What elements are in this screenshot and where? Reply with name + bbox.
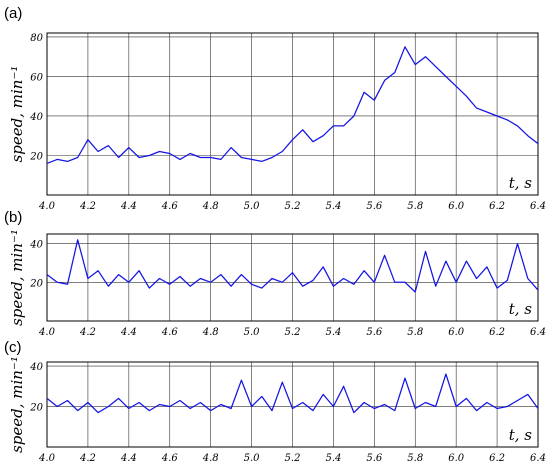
y-tick-label: 40 xyxy=(29,240,43,251)
x-tick-label: 5.6 xyxy=(366,327,383,338)
y-axis-label: speed, min⁻¹ xyxy=(8,66,26,163)
x-tick-label: 4.4 xyxy=(120,327,137,338)
plot-frame xyxy=(46,361,539,448)
x-tick-label: 5.2 xyxy=(285,453,301,464)
x-tick-label: 4.0 xyxy=(38,453,56,464)
x-tick-label: 4.4 xyxy=(120,201,137,212)
x-tick-label: 4.2 xyxy=(79,327,96,338)
x-tick-label: 4.6 xyxy=(161,201,179,212)
x-tick-label: 4.4 xyxy=(120,453,137,464)
speed-series-line xyxy=(46,373,539,414)
x-tick-label: 5.2 xyxy=(285,327,301,338)
x-tick-label: 6.4 xyxy=(530,453,546,464)
x-tick-label: 5.4 xyxy=(325,453,341,464)
x-tick-label: 5.6 xyxy=(366,453,383,464)
x-tick-label: 5.8 xyxy=(407,201,423,212)
x-tick-label: 6.2 xyxy=(489,201,505,212)
x-tick-label: 5.0 xyxy=(244,327,261,338)
plot-frame xyxy=(46,32,539,196)
x-tick-label: 4.0 xyxy=(38,327,56,338)
x-tick-label: 6.0 xyxy=(448,453,465,464)
plot-frame xyxy=(46,233,539,322)
x-tick-label: 5.4 xyxy=(325,201,341,212)
speed-series-line xyxy=(46,239,539,293)
y-axis-label: speed, min⁻¹ xyxy=(8,356,26,453)
panel-label: (b) xyxy=(4,209,22,226)
x-tick-label: 5.6 xyxy=(366,201,383,212)
x-tick-label: 4.8 xyxy=(202,453,219,464)
x-axis-label: t, s xyxy=(509,300,533,318)
x-tick-label: 5.8 xyxy=(407,327,423,338)
x-tick-label: 4.2 xyxy=(79,453,96,464)
y-axis-label: speed, min⁻¹ xyxy=(8,229,26,326)
panel-1: 4.0 4.2 4.4 4.6 4.8 5.0 5.2 5.4 5.6 5.8 6.0 6.2 6.4 2… xyxy=(4,5,546,212)
speed-series-line xyxy=(46,46,539,164)
x-tick-label: 6.4 xyxy=(530,201,546,212)
y-tick-label: 40 xyxy=(29,362,43,373)
y-tick-label: 20 xyxy=(29,278,43,289)
panel-label: (a) xyxy=(4,5,22,22)
x-tick-label: 5.0 xyxy=(244,453,261,464)
x-tick-label: 4.0 xyxy=(38,201,56,212)
x-axis-label: t, s xyxy=(509,426,533,444)
x-tick-label: 4.2 xyxy=(79,201,96,212)
x-tick-label: 6.2 xyxy=(489,327,505,338)
panel-label: (c) xyxy=(4,339,22,356)
x-tick-label: 5.4 xyxy=(325,327,341,338)
x-tick-label: 6.2 xyxy=(489,453,505,464)
x-tick-label: 4.8 xyxy=(202,327,219,338)
x-tick-label: 6.4 xyxy=(530,327,546,338)
x-tick-label: 4.6 xyxy=(161,327,179,338)
y-tick-label: 80 xyxy=(30,33,43,44)
y-tick-label: 20 xyxy=(29,403,43,414)
y-tick-label: 40 xyxy=(29,112,43,123)
x-tick-label: 5.0 xyxy=(244,201,261,212)
x-tick-label: 6.0 xyxy=(448,327,465,338)
x-tick-label: 5.8 xyxy=(407,453,423,464)
panel-3: 4.0 4.2 4.4 4.6 4.8 5.0 5.2 5.4 5.6 5.8 6.0 6.2 6.4 2… xyxy=(4,339,546,464)
y-tick-label: 60 xyxy=(30,72,43,83)
x-tick-label: 5.2 xyxy=(285,201,301,212)
x-tick-label: 4.6 xyxy=(161,453,179,464)
panel-2: 4.0 4.2 4.4 4.6 4.8 5.0 5.2 5.4 5.6 5.8 6.0 6.2 6.4 2… xyxy=(4,209,546,338)
x-tick-label: 6.0 xyxy=(448,201,465,212)
x-tick-label: 4.8 xyxy=(202,201,219,212)
x-axis-label: t, s xyxy=(509,174,533,192)
y-tick-label: 20 xyxy=(29,151,43,162)
